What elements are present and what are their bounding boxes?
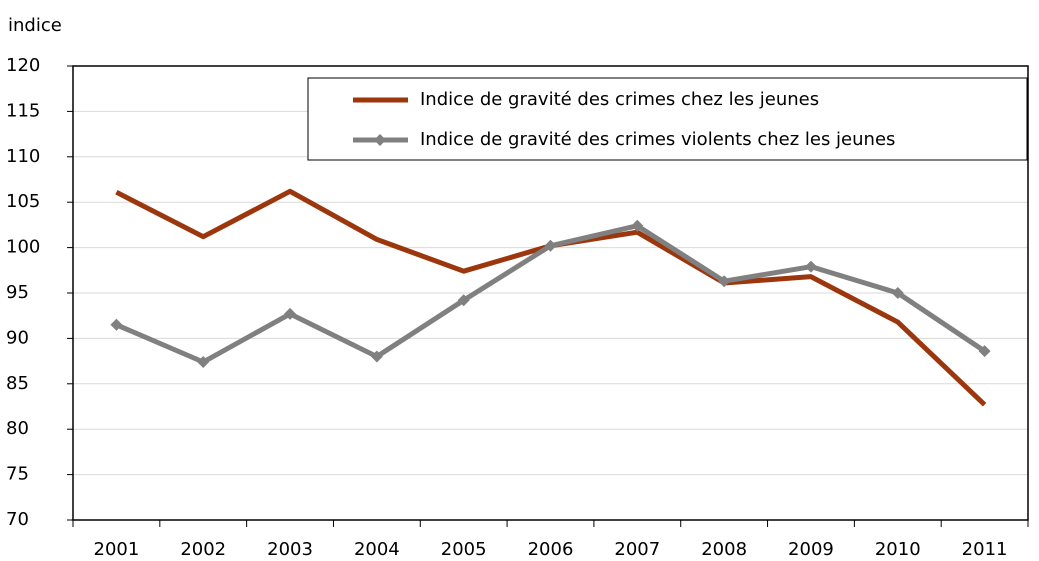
x-tick-label: 2005 (441, 539, 487, 557)
data-point (197, 356, 210, 369)
y-tick-label: 110 (6, 146, 40, 167)
x-tick-label: 2001 (94, 539, 140, 557)
data-point (978, 345, 991, 358)
y-tick-label: 105 (6, 191, 40, 212)
data-point (631, 219, 644, 232)
x-tick-label: 2002 (180, 539, 226, 557)
x-tick-label: 2007 (614, 539, 660, 557)
legend-marker (374, 134, 386, 146)
data-point (544, 239, 557, 252)
y-tick-label: 120 (6, 55, 40, 76)
data-point (718, 275, 731, 288)
plot-frame (72, 65, 1029, 521)
x-tick-label: 2008 (701, 539, 747, 557)
series-line (115, 188, 987, 407)
x-tick-label: 2011 (962, 539, 1008, 557)
y-tick-label: 75 (6, 464, 29, 485)
data-point (457, 294, 470, 307)
y-tick-label: 80 (6, 418, 29, 439)
legend-label: Indice de gravité des crimes violents ch… (420, 129, 895, 150)
y-axis-label: indice (8, 15, 62, 36)
y-tick-label: 90 (6, 327, 29, 348)
y-tick-label: 100 (6, 237, 40, 258)
y-tick-label: 95 (6, 282, 29, 303)
x-tick-label: 2006 (528, 539, 574, 557)
legend-label: Indice de gravité des crimes chez les je… (420, 89, 819, 110)
y-tick-label: 70 (6, 509, 29, 530)
data-point (370, 350, 383, 363)
y-tick-label: 115 (6, 100, 40, 121)
data-point (110, 318, 123, 331)
x-tick-label: 2004 (354, 539, 400, 557)
x-tick-label: 2010 (875, 539, 921, 557)
x-tick-label: 2003 (267, 539, 313, 557)
legend-box (307, 77, 1028, 161)
x-tick-label: 2009 (788, 539, 834, 557)
y-tick-label: 85 (6, 373, 29, 394)
data-point (891, 287, 904, 299)
data-point (284, 307, 297, 320)
data-point (804, 260, 817, 273)
